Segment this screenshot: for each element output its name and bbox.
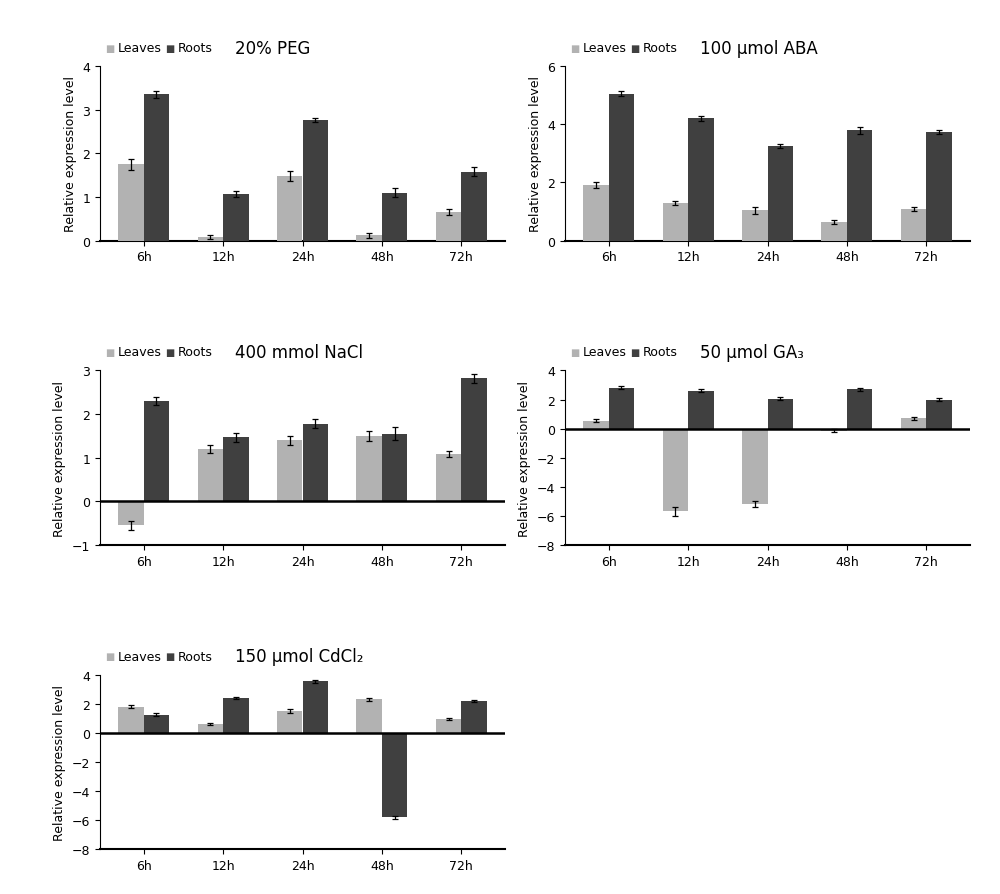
Text: Leaves: Leaves [583, 346, 627, 359]
Bar [118, 165, 144, 241]
Bar [461, 379, 487, 502]
Text: Leaves: Leaves [583, 42, 627, 55]
Bar [198, 238, 223, 241]
Text: ■: ■ [570, 44, 579, 54]
Bar [583, 186, 609, 241]
Bar [356, 699, 382, 733]
Text: Leaves: Leaves [118, 346, 162, 359]
Bar [223, 195, 249, 241]
Bar [926, 401, 952, 429]
Bar [901, 209, 926, 241]
Bar [356, 236, 382, 241]
Text: ■: ■ [165, 44, 174, 54]
Bar [223, 698, 249, 733]
Bar [277, 441, 302, 502]
Text: ■: ■ [570, 348, 579, 358]
Text: 150 μmol CdCl₂: 150 μmol CdCl₂ [235, 647, 364, 665]
Text: ■: ■ [105, 44, 114, 54]
Bar [688, 392, 714, 429]
Bar [847, 390, 872, 429]
Bar [382, 733, 407, 817]
Text: Roots: Roots [643, 42, 678, 55]
Bar [461, 701, 487, 733]
Bar [609, 388, 634, 429]
Bar [302, 681, 328, 733]
Y-axis label: Relative expression level: Relative expression level [53, 380, 66, 536]
Text: Roots: Roots [178, 346, 213, 359]
Bar [118, 502, 144, 526]
Y-axis label: Relative expression level: Relative expression level [53, 684, 66, 840]
Bar [768, 147, 793, 241]
Text: ■: ■ [105, 348, 114, 358]
Bar [144, 96, 169, 241]
Text: 100 μmol ABA: 100 μmol ABA [700, 39, 818, 57]
Text: 400 mmol NaCl: 400 mmol NaCl [235, 343, 363, 361]
Text: ■: ■ [630, 44, 639, 54]
Bar [663, 204, 688, 241]
Bar [198, 724, 223, 733]
Bar [382, 434, 407, 502]
Bar [144, 401, 169, 502]
Text: Leaves: Leaves [118, 42, 162, 55]
Text: ■: ■ [105, 652, 114, 662]
Bar [926, 132, 952, 241]
Bar [436, 719, 461, 733]
Text: 20% PEG: 20% PEG [235, 39, 310, 57]
Text: Roots: Roots [643, 346, 678, 359]
Text: ■: ■ [630, 348, 639, 358]
Text: ■: ■ [165, 652, 174, 662]
Text: Leaves: Leaves [118, 650, 162, 663]
Bar [821, 223, 847, 241]
Bar [609, 95, 634, 241]
Bar [277, 177, 302, 241]
Y-axis label: Relative expression level: Relative expression level [529, 76, 542, 232]
Y-axis label: Relative expression level: Relative expression level [64, 76, 77, 232]
Bar [302, 424, 328, 502]
Bar [901, 419, 926, 429]
Text: ■: ■ [165, 348, 174, 358]
Text: Roots: Roots [178, 650, 213, 663]
Bar [461, 173, 487, 241]
Bar [583, 421, 609, 429]
Bar [436, 455, 461, 502]
Bar [223, 438, 249, 502]
Y-axis label: Relative expression level: Relative expression level [518, 380, 531, 536]
Bar [688, 119, 714, 241]
Bar [118, 707, 144, 733]
Bar [277, 711, 302, 733]
Bar [436, 213, 461, 241]
Bar [302, 121, 328, 241]
Bar [663, 429, 688, 512]
Bar [768, 400, 793, 429]
Bar [382, 193, 407, 241]
Bar [198, 450, 223, 502]
Bar [847, 131, 872, 241]
Bar [144, 715, 169, 733]
Text: 50 μmol GA₃: 50 μmol GA₃ [700, 343, 804, 361]
Bar [821, 429, 847, 431]
Bar [356, 436, 382, 502]
Bar [742, 429, 768, 504]
Bar [742, 211, 768, 241]
Text: Roots: Roots [178, 42, 213, 55]
